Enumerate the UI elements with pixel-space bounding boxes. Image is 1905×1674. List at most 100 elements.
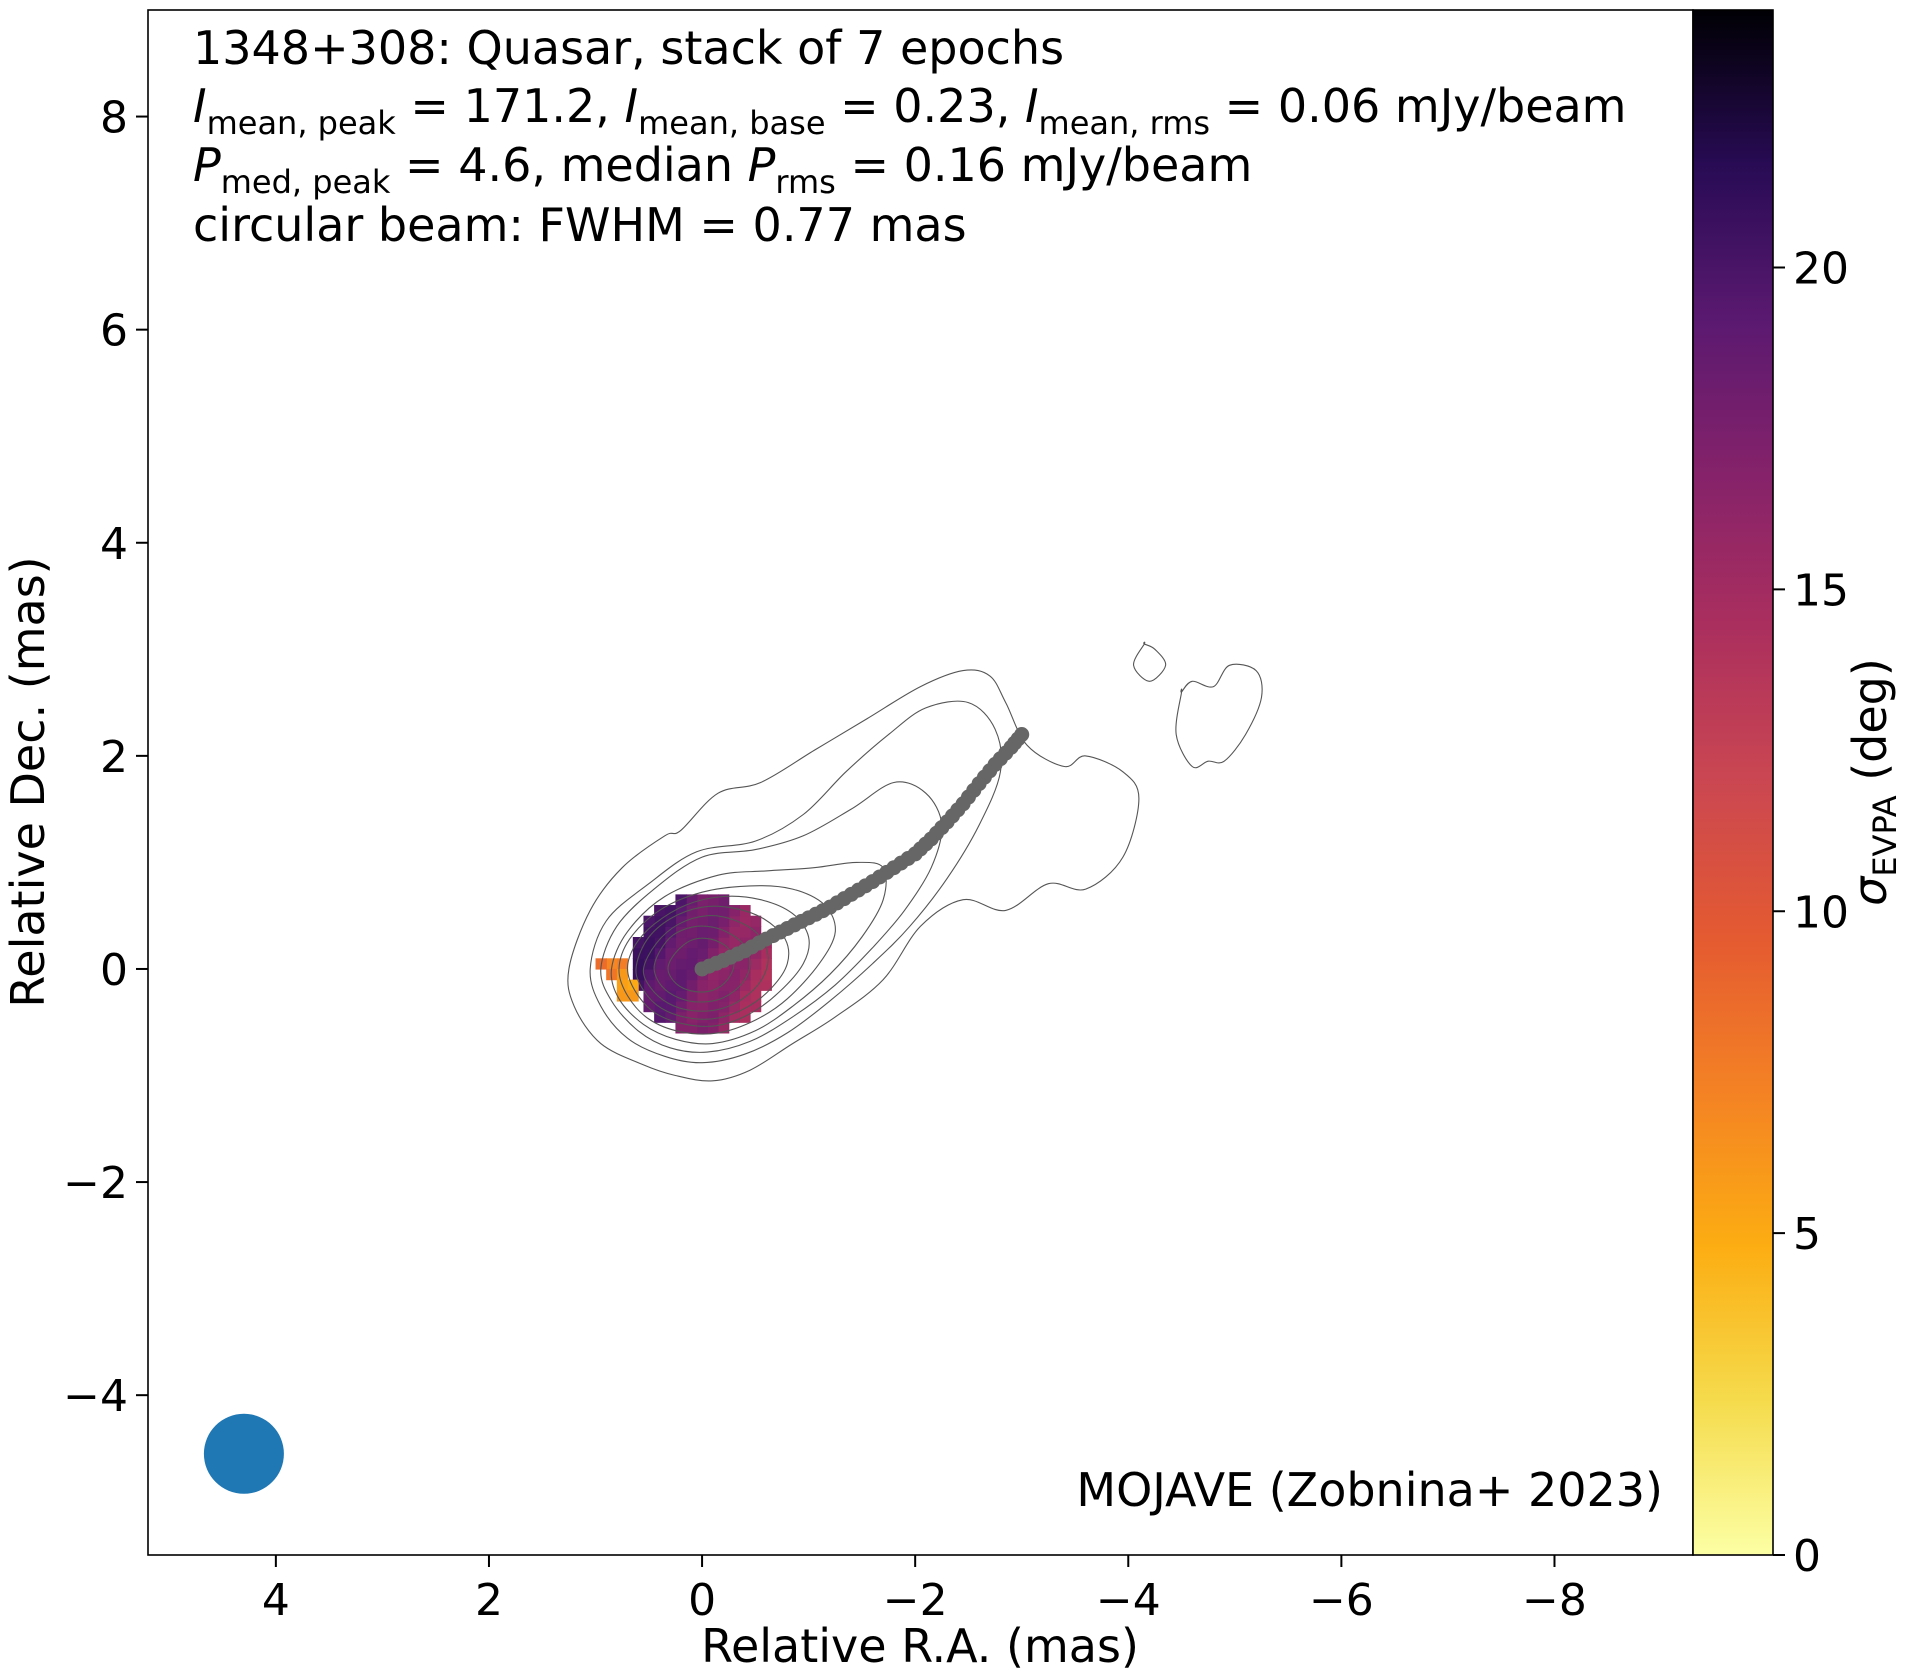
sigma-pixel [686,1000,698,1013]
sigma-pixel [750,958,762,970]
ridge-line [694,727,1030,977]
sigma-pixel [643,937,655,949]
sigma-pixel [654,979,666,991]
contour-level-12 [1175,663,1263,769]
sigma-pixel [760,947,772,959]
sigma-pixel [707,915,719,927]
sigma-pixel [675,915,687,927]
sigma-pixel [632,968,645,981]
colorbar-label: σEVPA (deg) [1843,658,1904,906]
ridge-point [1014,727,1030,743]
contour-level-7 [635,905,790,1020]
sigma-pixel [718,968,730,981]
sigma-pixel [739,937,751,949]
sigma-pixel [707,947,719,959]
sigma-pixel [760,979,772,991]
sigma-pixel [675,905,687,917]
sigma-pixel [760,958,772,970]
sigma-pixel [728,979,740,991]
title-line-2: Imean, peak = 171.2, Imean, base = 0.23,… [193,79,1627,142]
sigma-pixel [686,979,698,991]
value-i-base: = 0.23, [826,79,1025,133]
sigma-pixel [686,958,698,970]
sigma-pixel [632,947,645,959]
sigma-pixel [728,990,740,1002]
x-axis-label: Relative R.A. (mas) [701,1619,1139,1673]
sigma-pixel [696,990,708,1002]
plot-background [148,10,1693,1555]
sigma-pixel [728,905,740,917]
sigma-pixel [664,926,677,938]
sigma-pixel [686,1022,698,1034]
sigma-pixel [686,968,698,981]
symbol-i-rms: I [1025,79,1039,133]
sub-med-peak: med, peak [221,163,391,201]
sigma-pixel [696,1000,708,1013]
value-p-rms: = 0.16 mJy/beam [836,138,1252,192]
sigma-pixel [739,1000,751,1013]
contour-level-3 [600,781,943,1053]
sigma-pixel [696,926,708,938]
sigma-pixel [718,915,730,927]
sigma-pixel [707,968,719,981]
x-tick-label: 4 [262,1575,290,1626]
sigma-pixel [750,968,762,981]
sigma-pixel [718,905,730,917]
sigma-symbol: σ [1843,875,1897,906]
sigma-pixel [654,915,666,927]
sigma-pixel [632,958,645,970]
sigma-pixel [718,894,730,906]
sigma-pixel [696,937,708,949]
sigma-pixel [728,1000,740,1013]
y-tick-label: 2 [100,732,128,783]
y-axis-label: Relative Dec. (mas) [1,556,55,1007]
sigma-pixel [686,1011,698,1023]
sigma-pixel [728,1011,740,1023]
sigma-pixel [675,1011,687,1023]
beam-ellipse [203,1413,284,1494]
sigma-pixel [664,968,677,981]
y-axis-ticks: −4 −2 0 2 4 6 8 [63,93,148,1422]
sub-rms: rms [775,163,835,201]
sigma-pixel [675,947,687,959]
sigma-pixel [654,958,666,970]
sigma-pixel [664,990,677,1002]
symbol-i-base: I [625,79,639,133]
contour-level-6 [626,895,810,1027]
sigma-pixel [606,968,618,981]
sigma-pixel [654,947,666,959]
contour-level-11 [1133,641,1167,682]
sigma-pixel [728,915,740,927]
sigma-pixel [696,947,708,959]
sigma-pixel [654,1011,666,1023]
sigma-pixel [707,905,719,917]
x-tick-label: 0 [688,1575,716,1626]
sigma-pixel [707,990,719,1002]
sigma-pixel [627,979,639,991]
value-p-peak: = 4.6, median [390,138,747,192]
sigma-pixel [739,915,751,927]
colorbar-tick-label: 20 [1793,244,1849,295]
sigma-pixel [739,926,751,938]
sigma-pixel [728,926,740,938]
title-line-1: 1348+308: Quasar, stack of 7 epochs [193,21,1064,75]
sigma-pixel [718,979,730,991]
sigma-pixel [616,968,629,981]
sigma-pixel [728,968,740,981]
sigma-pixel [654,926,666,938]
sigma-pixel [696,1011,708,1023]
sigma-pixel [675,1022,687,1034]
sigma-pixel [760,968,772,981]
colorbar [1693,10,1773,1555]
sigma-pixel [750,990,762,1002]
sigma-pixel [707,979,719,991]
contour-level-5 [618,885,836,1035]
sigma-pixel [707,926,719,938]
sigma-pixel [696,979,708,991]
sub-mean-base: mean, base [638,104,825,142]
sigma-pixel [686,905,698,917]
sigma-pixel [750,1000,762,1013]
sigma-pixel [718,926,730,938]
sigma-pixel [707,894,719,906]
sigma-pixel [675,937,687,949]
